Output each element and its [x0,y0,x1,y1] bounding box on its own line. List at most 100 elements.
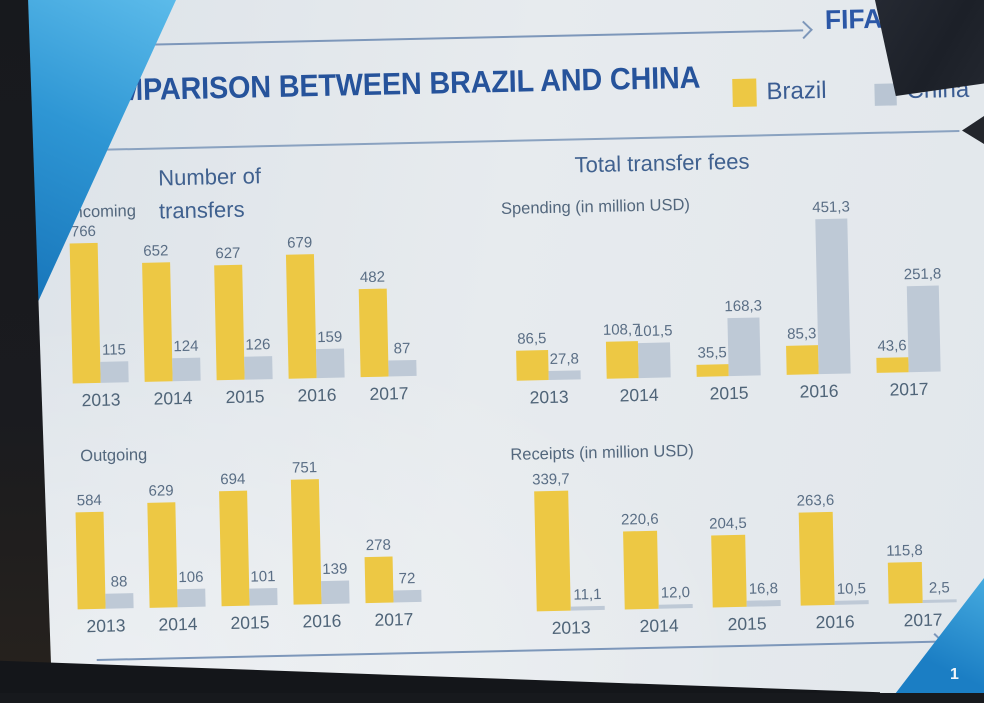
bar-brazil-2013 [75,511,106,610]
year-label-2017: 2017 [889,378,929,400]
chart-title-number-of-transfers: Number of transfers [157,163,262,224]
bar-brazil-2017 [364,556,394,604]
bar-china-2014 [172,357,201,382]
chart-bars-spending: 86,5 27,8 2013 108,7 101,5 2014 35,5 168,3 2015 8… [513,197,941,409]
bar-group-2015: 627 126 2015 [214,245,274,409]
bar-pair-2015: 627 126 [214,245,273,381]
value-label-brazil-2014: 220,6 [620,510,659,529]
bar-china-2016 [321,580,350,605]
value-label-brazil-2013: 86,5 [517,330,547,349]
bar-china-2015 [746,600,781,607]
fifa-logo: FIFA [824,3,883,35]
bar-pair-2015: 694 101 [219,470,278,607]
bar-col-china-2013: 11,1 [570,586,605,611]
bar-china-2015 [727,317,761,377]
value-label-brazil-2013: 584 [76,491,102,510]
bar-col-brazil-2014: 220,6 [620,510,659,610]
bar-group-2017: 43,6 251,8 2017 [874,265,941,401]
bar-brazil-2013 [516,350,549,381]
bar-group-2016: 85,3 451,3 2016 [783,198,851,403]
bar-group-2014: 652 124 2014 [142,241,202,409]
value-label-brazil-2016: 679 [286,234,313,252]
bar-col-brazil-2017: 482 [358,268,389,378]
legend-label-brazil: Brazil [766,76,827,106]
value-label-brazil-2016: 263,6 [796,491,835,510]
chart-bars-outgoing: 584 88 2013 629 106 2014 694 101 2015 751 139 2016 2… [74,457,422,637]
bar-col-china-2014: 124 [172,338,201,382]
bar-pair-2016: 751 139 [290,458,350,605]
bar-pair-2017: 482 87 [358,268,417,378]
value-label-brazil-2013: 766 [70,222,97,241]
bar-col-china-2013: 27,8 [548,349,581,381]
bar-china-2017 [922,599,957,603]
bar-group-2014: 220,6 12,0 2014 [620,510,694,637]
bar-china-2017 [906,285,941,373]
value-label-china-2013: 27,8 [549,349,580,368]
bar-pair-2013: 339,7 11,1 [532,470,605,612]
bar-col-brazil-2016: 679 [285,234,317,379]
year-label-2013: 2013 [81,389,121,411]
bar-pair-2014: 220,6 12,0 [620,510,693,610]
bar-col-brazil-2017: 115,8 [886,542,923,604]
bar-pair-2017: 43,6 251,8 [874,264,942,373]
bar-col-brazil-2013: 584 [75,492,106,610]
bar-china-2013 [570,605,605,611]
bar-col-china-2014: 106 [177,569,206,608]
chart-bars-receipts: 339,7 11,1 2013 220,6 12,0 2014 204,5 16,8 2015 2… [532,462,958,639]
bar-col-china-2016: 139 [321,560,350,605]
bar-col-brazil-2017: 43,6 [876,337,909,373]
bar-col-brazil-2015: 627 [214,245,245,381]
bar-col-brazil-2014: 108,7 [603,321,641,379]
bar-col-brazil-2014: 652 [142,242,173,382]
bar-pair-2013: 766 115 [69,222,129,384]
bar-china-2014 [637,342,671,379]
bar-pair-2017: 115,8 2,5 [886,541,957,604]
bar-brazil-2014 [147,502,178,608]
bar-col-china-2014: 101,5 [635,322,673,379]
value-label-china-2016: 10,5 [836,580,867,599]
value-label-china-2017: 251,8 [903,264,942,283]
bar-group-2016: 751 139 2016 [290,458,350,632]
bar-brazil-2014 [623,530,659,610]
year-label-2017: 2017 [903,609,943,631]
bar-group-2015: 694 101 2015 [219,470,279,635]
bar-col-brazil-2013: 766 [69,222,101,384]
value-label-china-2017: 2,5 [928,579,950,597]
bar-group-2015: 204,5 16,8 2015 [708,514,782,636]
year-label-2013: 2013 [529,386,569,408]
value-label-brazil-2015: 694 [220,470,246,488]
bar-brazil-2016 [285,254,317,379]
year-label-2014: 2014 [619,384,659,406]
bar-group-2016: 679 159 2016 [285,233,346,406]
bar-brazil-2017 [887,562,923,604]
bar-china-2016 [316,348,345,379]
value-label-brazil-2015: 204,5 [708,514,747,533]
bar-group-2013: 766 115 2013 [69,222,129,411]
bar-col-china-2017: 87 [388,340,417,377]
bar-brazil-2015 [711,534,747,608]
chart-title-total-transfer-fees: Total transfer fees [574,148,750,178]
bar-brazil-2013 [534,490,571,612]
chart-bars-incoming: 766 115 2013 652 124 2014 627 126 2015 679 159 2016… [69,216,417,411]
value-label-china-2014: 106 [178,569,204,587]
bar-brazil-2017 [358,288,389,378]
bar-china-2013 [105,593,134,609]
value-label-brazil-2017: 278 [365,536,391,554]
year-label-2017: 2017 [369,383,409,404]
bar-brazil-2013 [69,242,101,384]
bar-china-2017 [393,589,422,603]
year-label-2015: 2015 [709,382,749,404]
year-label-2015: 2015 [225,386,265,408]
value-label-china-2016: 139 [322,560,348,578]
bar-pair-2015: 204,5 16,8 [708,514,781,608]
bar-group-2017: 482 87 2017 [358,268,417,405]
bar-pair-2017: 278 72 [364,536,422,604]
bar-group-2017: 278 72 2017 [364,536,422,631]
photo-obstruction-top-right [874,0,984,96]
bar-col-brazil-2016: 751 [290,459,322,605]
value-label-china-2014: 12,0 [660,583,691,602]
value-label-brazil-2017: 482 [359,268,386,287]
year-label-2016: 2016 [297,384,337,406]
bar-china-2016 [834,600,869,605]
bar-group-2013: 339,7 11,1 2013 [532,470,606,639]
